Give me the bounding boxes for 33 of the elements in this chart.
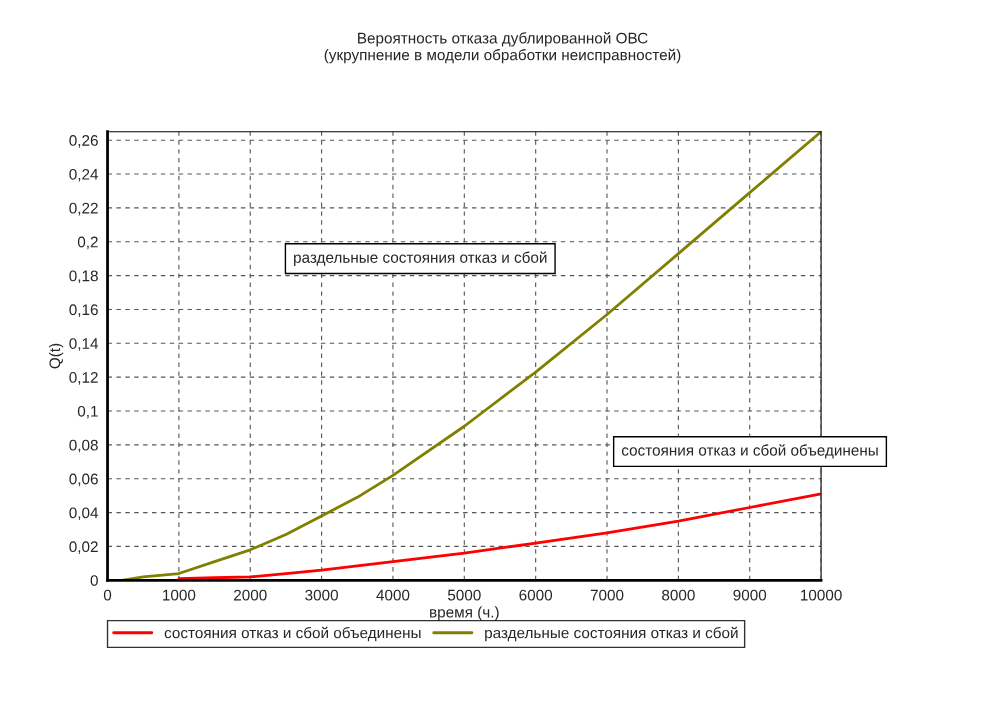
y-tick-label: 0,26	[69, 135, 98, 148]
x-tick-label: 2000	[234, 589, 267, 601]
y-tick-label: 0,06	[69, 473, 98, 487]
x-tick-label: 5000	[447, 589, 481, 601]
x-tick-label: 6000	[519, 589, 553, 601]
y-tick-label: 0,22	[69, 202, 98, 216]
y-tick-label: 0,2	[77, 236, 98, 250]
legend-label: раздельные состояния отказ и сбой	[485, 626, 738, 642]
y-tick-label: 0,14	[69, 338, 99, 351]
annotation: состояния отказ и сбой объединены	[621, 444, 878, 459]
chart-title: Вероятность отказа дублированной ОВС (укрупнение в модели обработки неисправностей)	[324, 32, 681, 64]
y-axis-title: Q(t)	[48, 343, 64, 369]
annotation: раздельные состояния отказ и сбой	[294, 251, 547, 266]
legend-label: состояния отказ и сбой объединены	[164, 626, 421, 642]
y-tick-label: 0,08	[69, 439, 98, 453]
y-tick-label: 0,24	[69, 168, 99, 182]
x-tick-label: 10000	[801, 589, 842, 601]
x-axis-title: время (ч.)	[430, 606, 499, 621]
x-tick-label: 9000	[733, 589, 767, 601]
x-tick-label: 4000	[376, 589, 410, 601]
x-tick-label: 1000	[163, 589, 196, 601]
y-tick-label: 0,04	[69, 507, 99, 521]
y-tick-label: 0,02	[69, 541, 98, 554]
y-tick-label: 0,1	[77, 405, 98, 419]
x-tick-label: 0	[103, 589, 112, 601]
x-tick-label: 8000	[662, 589, 695, 601]
y-tick-label: 0,16	[69, 304, 98, 317]
x-tick-label: 3000	[305, 589, 338, 601]
line-series	[177, 492, 822, 580]
y-tick-label: 0,18	[69, 270, 98, 284]
y-tick-label: 0,12	[69, 372, 98, 385]
y-tick-label: 0	[90, 575, 98, 586]
x-tick-label: 7000	[590, 589, 624, 601]
